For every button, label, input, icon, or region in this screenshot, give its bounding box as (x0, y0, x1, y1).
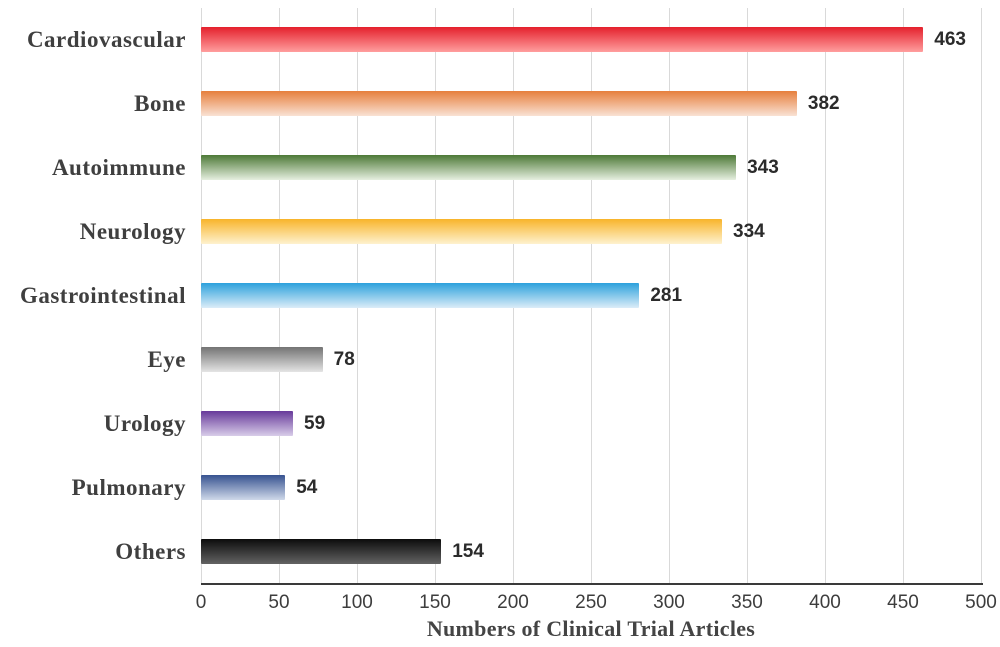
value-label: 59 (304, 412, 326, 434)
category-label: Bone (134, 91, 186, 117)
x-tick-label: 300 (653, 592, 685, 613)
x-tick-label: 500 (965, 592, 997, 613)
x-axis-line (201, 583, 983, 585)
bar (201, 27, 924, 53)
category-label: Others (115, 538, 186, 564)
value-label: 54 (296, 476, 318, 498)
bar (201, 283, 640, 308)
bar (201, 219, 723, 245)
gridline (747, 8, 748, 583)
value-label: 463 (934, 29, 966, 51)
x-tick-label: 250 (575, 592, 607, 613)
gridline (903, 8, 904, 583)
category-label: Cardiovascular (26, 27, 186, 53)
category-label: Eye (147, 346, 186, 372)
value-label: 334 (733, 221, 765, 243)
value-label: 281 (650, 285, 683, 306)
category-label: Urology (103, 410, 186, 436)
x-tick-label: 450 (887, 592, 919, 613)
bar (201, 91, 797, 117)
x-tick-label: 350 (731, 592, 763, 613)
bar (201, 155, 737, 181)
x-tick-label: 400 (809, 592, 841, 613)
value-label: 343 (747, 157, 779, 179)
x-tick-label: 0 (195, 592, 207, 613)
category-label: Pulmonary (71, 474, 186, 500)
bar (201, 538, 442, 564)
bar (201, 474, 286, 500)
value-label: 382 (807, 93, 840, 115)
value-label: 78 (333, 348, 355, 370)
bar (201, 346, 323, 372)
gridline (981, 8, 982, 583)
category-label: Autoimmune (51, 155, 186, 181)
x-tick-label: 200 (497, 592, 529, 613)
x-tick-label: 50 (268, 592, 290, 613)
gridline (669, 8, 670, 583)
category-label: Neurology (79, 219, 186, 245)
value-label: 154 (452, 540, 484, 562)
bar (201, 410, 294, 436)
category-label: Gastrointestinal (19, 283, 186, 308)
x-tick-label: 150 (419, 592, 451, 613)
x-axis-title: Numbers of Clinical Trial Articles (426, 616, 756, 641)
gridline (825, 8, 826, 583)
x-tick-label: 100 (341, 592, 373, 613)
